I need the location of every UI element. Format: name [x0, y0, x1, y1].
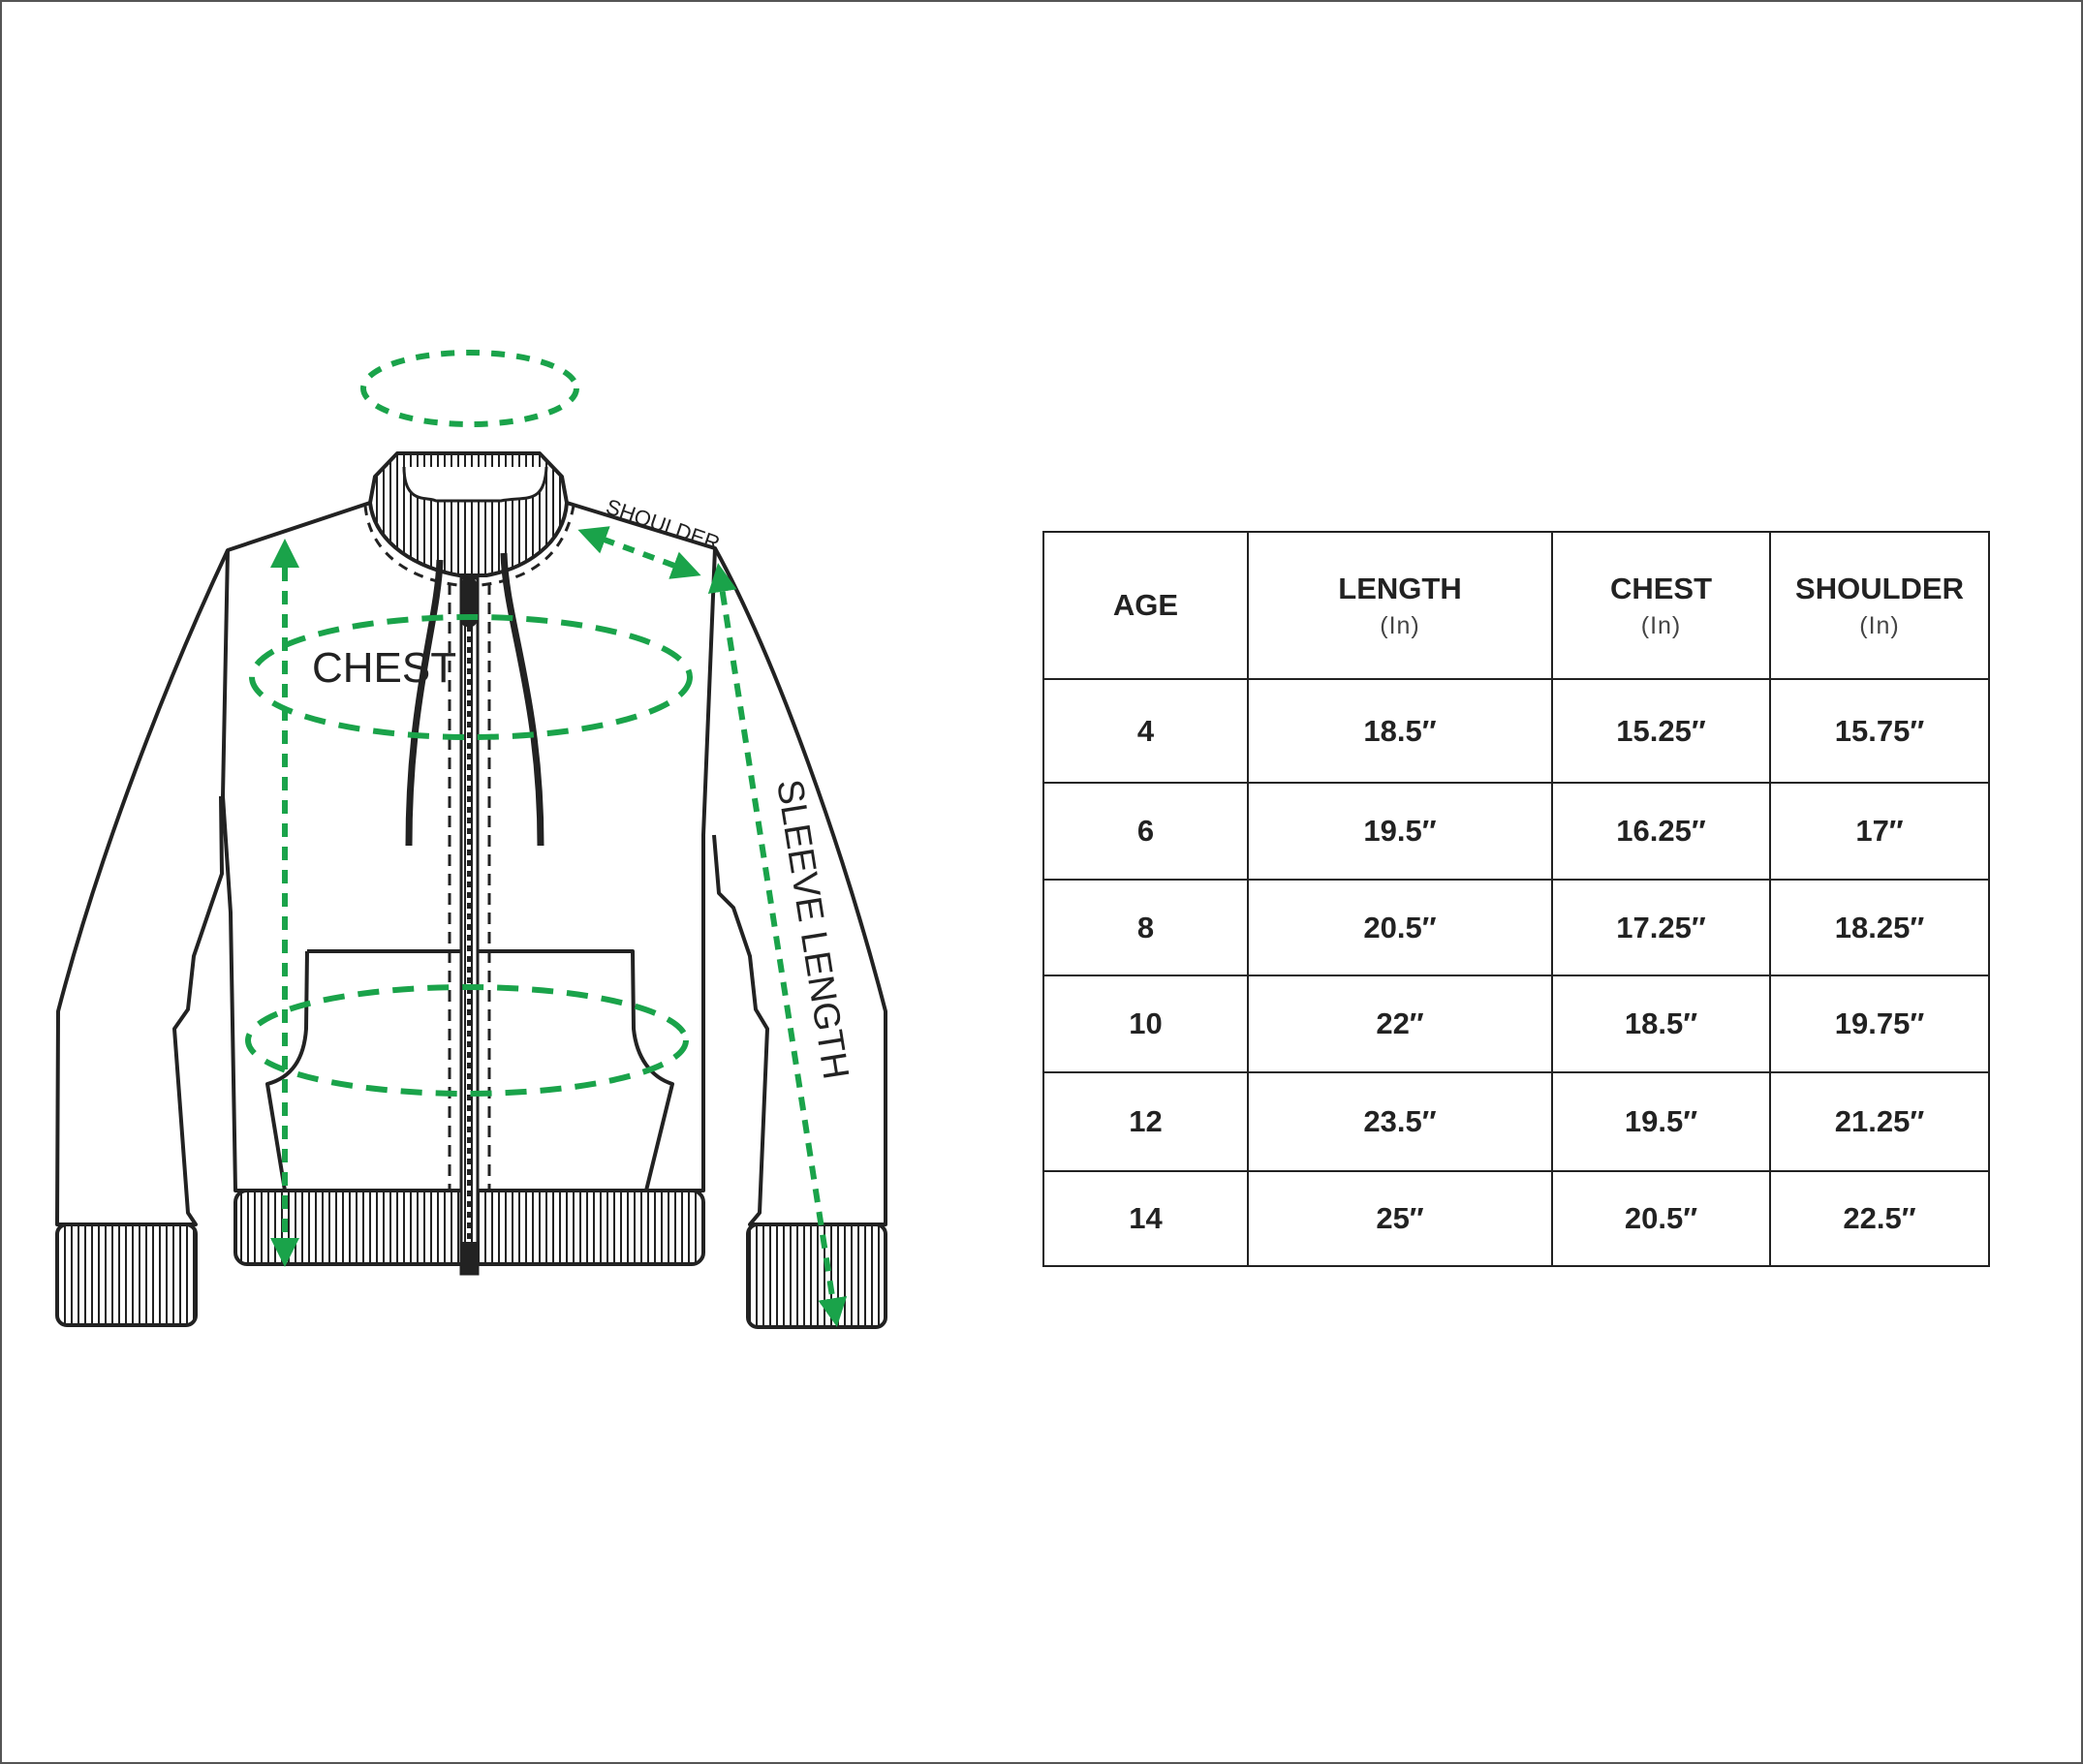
cell-chest: 19.5″: [1551, 1071, 1771, 1172]
header-age: AGE: [1042, 531, 1249, 680]
cell-age: 4: [1042, 678, 1249, 784]
header-length: LENGTH (In): [1247, 531, 1553, 680]
chest-label: CHEST: [312, 644, 456, 692]
waist-measure: [245, 984, 689, 1097]
table-row: 10 22″ 18.5″ 19.75″: [1042, 975, 1990, 1073]
header-shoulder: SHOULDER (In): [1769, 531, 1990, 680]
cell-chest: 16.25″: [1551, 782, 1771, 881]
left-drawstring: [405, 559, 444, 847]
sleeve-arrow: [707, 563, 848, 1327]
cell-age: 12: [1042, 1071, 1249, 1172]
cell-length: 19.5″: [1247, 782, 1553, 881]
cell-age: 10: [1042, 975, 1249, 1073]
cell-chest: 18.5″: [1551, 975, 1771, 1073]
cell-age: 8: [1042, 879, 1249, 976]
cell-shoulder: 18.25″: [1769, 879, 1990, 976]
left-cuff: [55, 1222, 198, 1327]
cell-chest: 17.25″: [1551, 879, 1771, 976]
chest-measure: [249, 614, 693, 740]
cell-chest: 20.5″: [1551, 1170, 1771, 1267]
cell-shoulder: 21.25″: [1769, 1071, 1990, 1172]
table-row: 4 18.5″ 15.25″ 15.75″: [1042, 678, 1990, 784]
cell-shoulder: 19.75″: [1769, 975, 1990, 1073]
table-header-row: AGE LENGTH (In) CHEST (In) SHOULDER (In): [1042, 531, 1990, 680]
cell-length: 22″: [1247, 975, 1553, 1073]
right-cuff: [746, 1222, 887, 1329]
right-drawstring: [500, 552, 544, 847]
zipper: [459, 576, 480, 1276]
cell-length: 23.5″: [1247, 1071, 1553, 1172]
table-row: 14 25″ 20.5″ 22.5″: [1042, 1170, 1990, 1267]
cell-length: 20.5″: [1247, 879, 1553, 976]
cell-shoulder: 22.5″: [1769, 1170, 1990, 1267]
cell-shoulder: 15.75″: [1769, 678, 1990, 784]
cell-length: 25″: [1247, 1170, 1553, 1267]
neck-measure: [360, 350, 579, 427]
cell-length: 18.5″: [1247, 678, 1553, 784]
cell-shoulder: 17″: [1769, 782, 1990, 881]
cell-age: 6: [1042, 782, 1249, 881]
table-row: 6 19.5″ 16.25″ 17″: [1042, 782, 1990, 881]
left-sleeve: [55, 549, 230, 1226]
header-chest: CHEST (In): [1551, 531, 1771, 680]
cell-chest: 15.25″: [1551, 678, 1771, 784]
table-row: 8 20.5″ 17.25″ 18.25″: [1042, 879, 1990, 976]
table-row: 12 23.5″ 19.5″ 21.25″: [1042, 1071, 1990, 1172]
cell-age: 14: [1042, 1170, 1249, 1267]
